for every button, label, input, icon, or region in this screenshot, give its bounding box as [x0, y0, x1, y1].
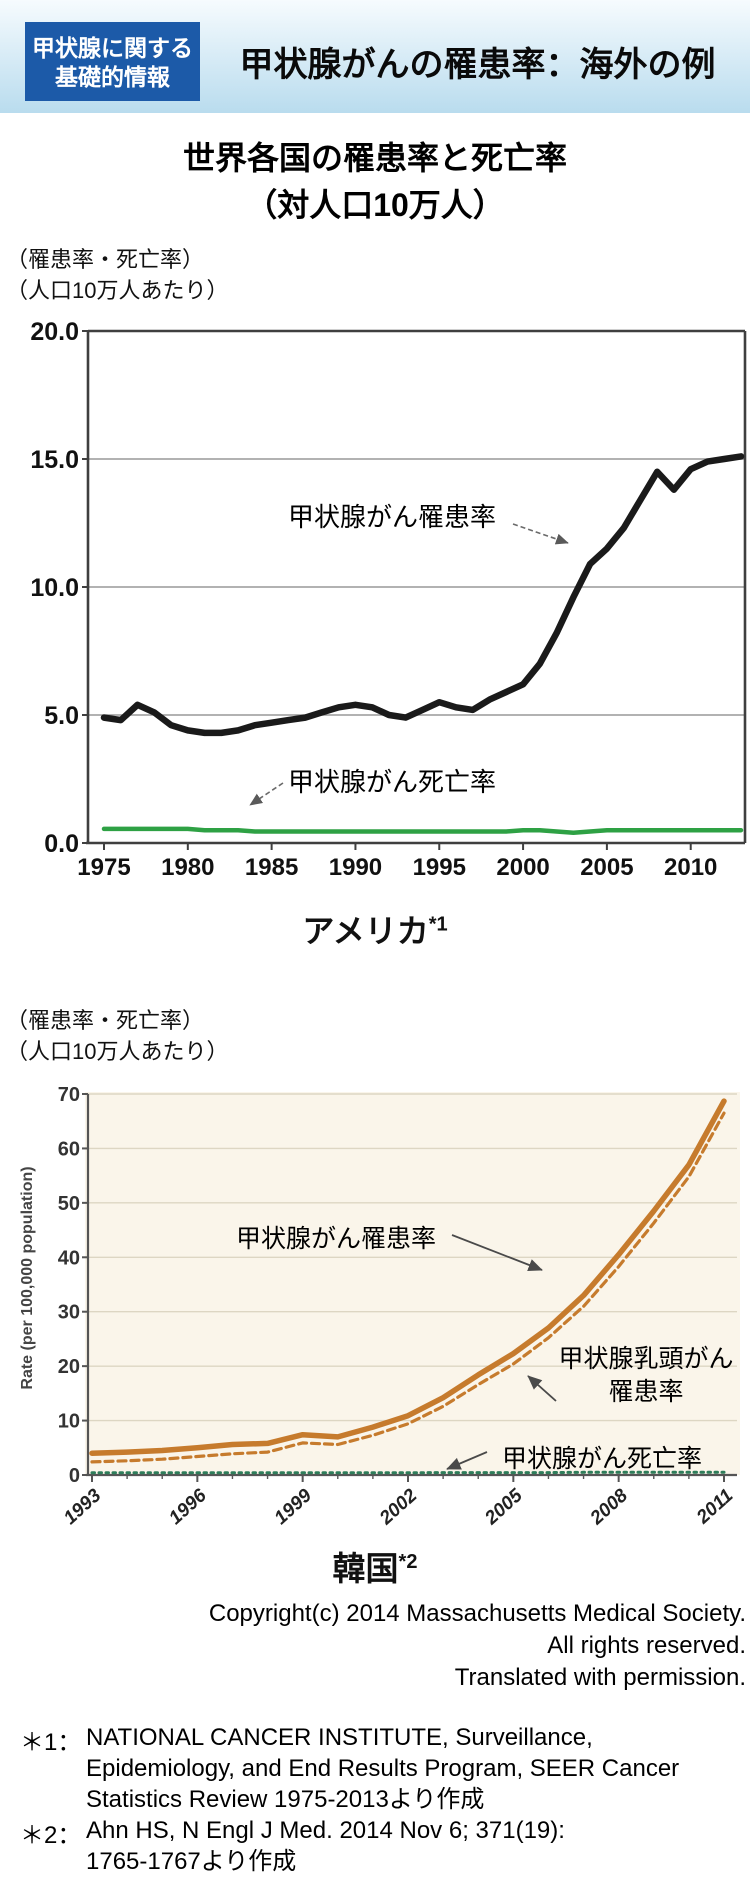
y-tick-label: 0.0: [44, 830, 79, 858]
header-banner: 甲状腺に関する 基礎的情報 甲状腺がんの罹患率：海外の例: [0, 0, 750, 113]
main-title-line1: 世界各国の罹患率と死亡率: [182, 140, 567, 176]
korea-incidence-arrow: [451, 1234, 543, 1271]
y-tick-label: 20: [58, 1356, 80, 1378]
korea-caption-text: 韓国: [332, 1550, 399, 1587]
badge-line1: 甲状腺に関する: [32, 35, 193, 61]
x-tick-label: 1990: [329, 854, 382, 881]
us-unit-line2: （人口10万人あたり）: [6, 278, 229, 303]
us-series-2: [101, 826, 744, 836]
footnote-2-text: Ahn HS, N Engl J Med. 2014 Nov 6; 371(19…: [86, 1815, 748, 1877]
footnote-1-marker: ＊1：: [20, 1729, 82, 1756]
footnote-2: ＊2： Ahn HS, N Engl J Med. 2014 Nov 6; 37…: [20, 1815, 748, 1877]
copyright-notice: Copyright(c) 2014 Massachusetts Medical …: [0, 1598, 746, 1694]
x-tick-label: 1996: [165, 1485, 211, 1529]
korea-unit-line2: （人口10万人あたり）: [6, 1039, 229, 1064]
x-tick-label: 2005: [580, 854, 633, 881]
korea-annotation-arrows: [446, 1234, 557, 1470]
x-tick-label: 2005: [480, 1485, 527, 1530]
korea-unit-line1: （罹患率・死亡率）: [6, 1008, 205, 1033]
korea-caption-ref: *2: [398, 1551, 418, 1573]
korea-series-3: [90, 1470, 726, 1475]
footnote-1-line1: NATIONAL CANCER INSTITUTE, Surveillance,: [86, 1724, 593, 1751]
us-caption: アメリカ*1: [0, 906, 750, 952]
footnote-1-line2: Epidemiology, and End Results Program, S…: [86, 1755, 680, 1782]
x-tick-label: 1985: [245, 854, 298, 881]
y-tick-label: 15.0: [30, 446, 79, 474]
footnote-2-line2: 1765-1767より作成: [86, 1848, 297, 1875]
y-tick-label: 10.0: [30, 574, 79, 602]
korea-caption: 韓国*2: [0, 1542, 750, 1590]
x-tick-label: 2008: [586, 1485, 633, 1530]
x-tick-label: 1999: [271, 1485, 317, 1529]
korea-mortality-arrow: [446, 1451, 488, 1470]
copyright-line1: Copyright(c) 2014 Massachusetts Medical …: [208, 1600, 746, 1627]
x-tick-label: 2011: [692, 1485, 737, 1529]
y-tick-label: 50: [58, 1193, 80, 1215]
korea-series-2: [90, 1111, 726, 1464]
y-tick-label: 40: [58, 1247, 80, 1269]
us-incidence-annotation: 甲状腺がん罹患率: [288, 502, 497, 532]
korea-incidence-annotation: 甲状腺がん罹患率: [236, 1225, 437, 1253]
us-series-1: [100, 453, 745, 737]
korea-papillary-annotation: 甲状腺乳頭がん 罹患率: [540, 1343, 750, 1409]
y-tick-label: 10: [58, 1411, 80, 1433]
y-tick-label: 30: [58, 1302, 80, 1324]
us-caption-ref: *1: [428, 913, 448, 936]
x-tick-label: 1995: [413, 854, 466, 881]
y-tick-label: 5.0: [44, 702, 79, 730]
korea-papillary-line1: 甲状腺乳頭がん: [558, 1345, 734, 1373]
y-tick-label: 60: [58, 1138, 80, 1160]
us-mortality-annotation: 甲状腺がん死亡率: [288, 767, 497, 797]
x-tick-label: 2010: [664, 854, 717, 881]
footnote-1-text: NATIONAL CANCER INSTITUTE, Surveillance,…: [86, 1722, 748, 1815]
us-annotation-arrows: [249, 523, 569, 806]
us-unit-label: （罹患率・死亡率） （人口10万人あたり）: [6, 244, 228, 306]
x-tick-label: 1980: [161, 854, 214, 881]
page-title: 甲状腺がんの罹患率：海外の例: [239, 46, 716, 84]
main-title-line2: （対人口10万人）: [245, 187, 505, 223]
us-caption-text: アメリカ: [302, 913, 429, 949]
footnote-1: ＊1： NATIONAL CANCER INSTITUTE, Surveilla…: [20, 1722, 748, 1815]
y-tick-label: 0: [69, 1465, 80, 1487]
footnote-2-line1: Ahn HS, N Engl J Med. 2014 Nov 6; 371(19…: [86, 1817, 565, 1844]
x-tick-label: 2002: [375, 1485, 422, 1530]
footnote-2-marker: ＊2：: [20, 1822, 82, 1849]
y-tick-label: 20.0: [30, 318, 79, 346]
us-mortality-arrow: [249, 782, 284, 806]
korea-papillary-line2: 罹患率: [608, 1378, 684, 1406]
main-title: 世界各国の罹患率と死亡率 （対人口10万人）: [0, 135, 750, 229]
x-tick-label: 2000: [496, 854, 549, 881]
y-tick-label: 70: [58, 1085, 80, 1106]
x-tick-label: 1975: [77, 854, 130, 881]
korea-mortality-annotation: 甲状腺がん死亡率: [502, 1445, 703, 1473]
korea-series-1: [89, 1098, 727, 1456]
korea-unit-label: （罹患率・死亡率） （人口10万人あたり）: [6, 1005, 228, 1067]
korea-papillary-arrow: [527, 1375, 557, 1402]
us-incidence-arrow: [512, 523, 569, 545]
badge-line2: 基礎的情報: [55, 64, 170, 90]
x-tick-label: 1993: [60, 1485, 106, 1529]
copyright-line3: Translated with permission.: [454, 1664, 746, 1691]
category-badge: 甲状腺に関する 基礎的情報: [25, 22, 200, 101]
us-unit-line1: （罹患率・死亡率）: [6, 247, 205, 272]
footnote-1-line3: Statistics Review 1975-2013より作成: [86, 1786, 485, 1813]
copyright-line2: All rights reserved.: [547, 1632, 746, 1659]
